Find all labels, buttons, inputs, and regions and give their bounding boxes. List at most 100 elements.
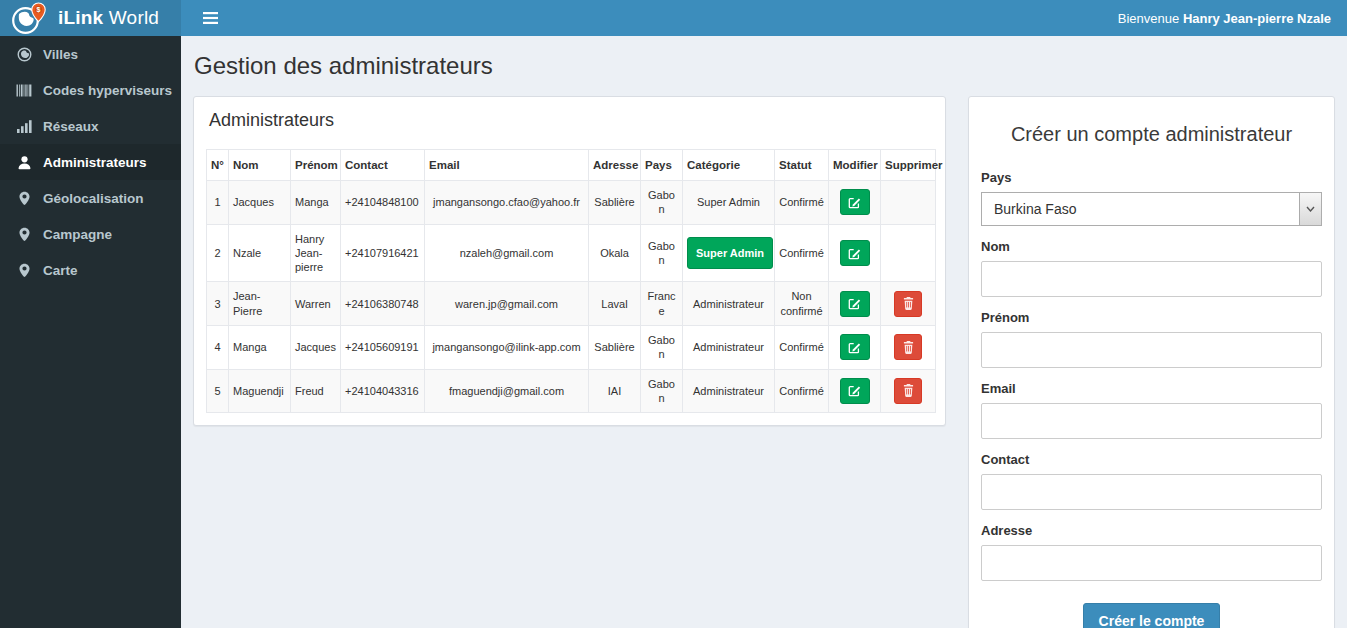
nom-input[interactable] [981, 261, 1322, 297]
administrators-table: N° Nom Prénom Contact Email Adresse Pays… [206, 149, 936, 413]
edit-button[interactable] [840, 378, 870, 404]
email-label: Email [981, 381, 1322, 396]
prenom-input[interactable] [981, 332, 1322, 368]
column-header: Catégorie [683, 150, 775, 181]
page-title: Gestion des administrateurs [194, 52, 1335, 80]
cell-adresse: Laval [589, 282, 641, 326]
delete-button[interactable] [894, 378, 922, 404]
delete-button[interactable] [894, 291, 922, 317]
cell-adresse: Sablière [589, 181, 641, 225]
sidebar-item-administrateurs[interactable]: Administrateurs [0, 144, 181, 180]
cell-pays: Gabon [641, 224, 683, 282]
trash-icon [903, 297, 914, 310]
cell-email: jmangansongo.cfao@yahoo.fr [425, 181, 589, 225]
navbar: Bienvenue Hanry Jean-pierre Nzale [181, 0, 1347, 36]
delete-button[interactable] [894, 334, 922, 360]
cell-adresse: Sablière [589, 326, 641, 370]
adresse-input[interactable] [981, 545, 1322, 581]
table-row: 3 Jean-Pierre Warren +24106380748 waren.… [207, 282, 936, 326]
prenom-label: Prénom [981, 310, 1322, 325]
administrators-panel-title: Administrateurs [194, 97, 945, 143]
edit-button[interactable] [840, 240, 870, 266]
map-marker-icon [15, 227, 33, 242]
pencil-square-icon [848, 196, 861, 209]
cell-categorie: Administrateur [683, 326, 775, 370]
cell-supprimer [881, 369, 936, 413]
edit-button[interactable] [840, 334, 870, 360]
pencil-square-icon [848, 341, 861, 354]
cell-statut: Confirmé [775, 181, 829, 225]
cell-prenom: Jacques [291, 326, 341, 370]
cell-modifier [829, 224, 881, 282]
cell-num: 5 [207, 369, 229, 413]
contact-field-group: Contact [981, 452, 1322, 510]
cell-modifier [829, 326, 881, 370]
table-header-row: N° Nom Prénom Contact Email Adresse Pays… [207, 150, 936, 181]
cell-pays: Gabon [641, 326, 683, 370]
globe-pin-logo-icon: $ [9, 2, 49, 35]
main-content: Gestion des administrateurs Administrate… [181, 36, 1347, 628]
sidebar-item-codes-hyperviseurs[interactable]: Codes hyperviseurs [0, 72, 181, 108]
sidebar-item-label: Administrateurs [43, 155, 147, 170]
cell-categorie: Super Admin [683, 181, 775, 225]
cell-prenom: Hanry Jean-pierre [291, 224, 341, 282]
welcome-text: Bienvenue Hanry Jean-pierre Nzale [1118, 11, 1331, 26]
app-logo: $ iLink World [0, 0, 181, 36]
edit-button[interactable] [840, 189, 870, 215]
cell-modifier [829, 282, 881, 326]
sidebar-item-label: Codes hyperviseurs [43, 83, 172, 98]
cell-email: jmangansongo@ilink-app.com [425, 326, 589, 370]
sidebar-item-label: Campagne [43, 227, 112, 242]
email-field-group: Email [981, 381, 1322, 439]
sidebar-item-label: Réseaux [43, 119, 99, 134]
sidebar-item-campagne[interactable]: Campagne [0, 216, 181, 252]
sidebar-item-villes[interactable]: Villes [0, 36, 181, 72]
column-header: N° [207, 150, 229, 181]
cell-statut: Confirmé [775, 326, 829, 370]
email-input[interactable] [981, 403, 1322, 439]
cell-adresse: Okala [589, 224, 641, 282]
adresse-label: Adresse [981, 523, 1322, 538]
column-header: Supprimer [881, 150, 936, 181]
create-account-button[interactable]: Créer le compte [1083, 603, 1221, 628]
cell-num: 2 [207, 224, 229, 282]
pays-select[interactable]: Burkina Faso [981, 192, 1322, 226]
cell-nom: Maguendji [229, 369, 291, 413]
table-row: 5 Maguendji Freud +24104043316 fmaguendj… [207, 369, 936, 413]
column-header: Statut [775, 150, 829, 181]
cell-email: waren.jp@gmail.com [425, 282, 589, 326]
sidebar-item-geolocalisation[interactable]: Géolocalisation [0, 180, 181, 216]
super-admin-button[interactable]: Super Admin [687, 237, 773, 269]
sidebar-item-label: Carte [43, 263, 78, 278]
pencil-square-icon [848, 247, 861, 260]
signal-bars-icon [15, 120, 33, 133]
sidebar-toggle-button[interactable] [193, 0, 227, 36]
column-header: Pays [641, 150, 683, 181]
cell-nom: Jacques [229, 181, 291, 225]
column-header: Email [425, 150, 589, 181]
table-row: 2 Nzale Hanry Jean-pierre +24107916421 n… [207, 224, 936, 282]
sidebar-item-carte[interactable]: Carte [0, 252, 181, 288]
nom-label: Nom [981, 239, 1322, 254]
column-header: Nom [229, 150, 291, 181]
sidebar-item-reseaux[interactable]: Réseaux [0, 108, 181, 144]
create-admin-title: Créer un compte administrateur [983, 123, 1320, 146]
contact-input[interactable] [981, 474, 1322, 510]
pays-field-group: Pays Burkina Faso [981, 170, 1322, 226]
cell-contact: +24104848100 [341, 181, 425, 225]
map-marker-icon [15, 263, 33, 278]
trash-icon [903, 384, 914, 397]
column-header: Contact [341, 150, 425, 181]
cell-modifier [829, 181, 881, 225]
cell-email: fmaguendji@gmail.com [425, 369, 589, 413]
pays-label: Pays [981, 170, 1322, 185]
cell-categorie: Administrateur [683, 282, 775, 326]
cell-num: 4 [207, 326, 229, 370]
trash-icon [903, 341, 914, 354]
barcode-icon [15, 84, 33, 97]
contact-label: Contact [981, 452, 1322, 467]
edit-button[interactable] [840, 291, 870, 317]
cell-supprimer [881, 326, 936, 370]
column-header: Modifier [829, 150, 881, 181]
table-row: 1 Jacques Manga +24104848100 jmangansong… [207, 181, 936, 225]
